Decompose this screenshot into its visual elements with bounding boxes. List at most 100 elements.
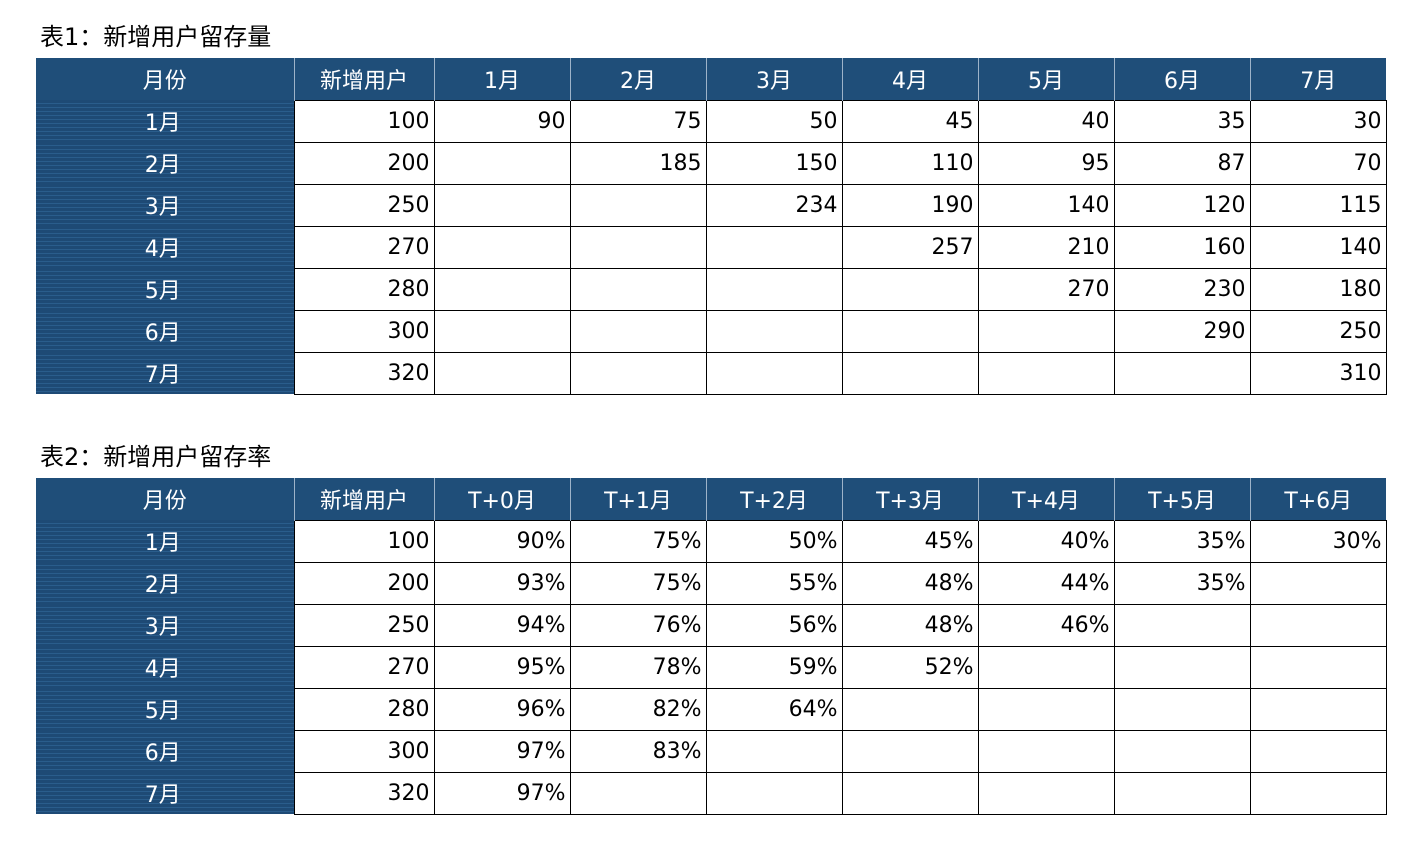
retention-cell [569,267,707,311]
row-month-label: 1月 [36,520,294,562]
retention-cell [433,267,571,311]
retention-cell [1113,687,1251,731]
retention-cell [1113,603,1251,647]
row-month-text: 6月 [144,741,181,766]
row-month-text: 3月 [144,615,181,640]
new-users-cell: 270 [293,225,435,269]
table1-caption: 表1：新增用户留存量 [40,23,272,51]
retention-cell [841,771,979,815]
retention-count-table: 月份 新增用户 1月 2月 3月 4月 5月 6月 7月 1月 100 90 75 50 45 40 35 30… [36,58,1387,395]
retention-cell: 234 [705,183,843,227]
retention-cell [977,645,1115,689]
table1-header-cell: 月份 [36,58,295,100]
row-month-text: 7月 [144,363,181,388]
retention-cell: 40% [977,519,1115,563]
new-users-cell: 270 [293,645,435,689]
table-row: 5月 280 270 230 180 [36,267,1387,311]
retention-cell: 75% [569,561,707,605]
table2-header-cell: T+0月 [434,478,571,520]
row-month-label: 3月 [36,604,294,646]
retention-cell: 97% [433,771,571,815]
row-month-text: 2月 [144,573,181,598]
retention-cell: 35% [1113,561,1251,605]
row-month-text: 4月 [144,237,181,262]
table2-header-row: 月份 新增用户 T+0月 T+1月 T+2月 T+3月 T+4月 T+5月 T+6月 [36,478,1386,520]
row-month-label: 4月 [36,646,294,688]
retention-cell: 90% [433,519,571,563]
table-row: 6月 300 97% 83% [36,729,1387,773]
table2-header-cell: T+6月 [1250,478,1386,520]
retention-cell [433,183,571,227]
retention-cell: 150 [705,141,843,185]
retention-cell [1249,729,1387,773]
row-month-text: 2月 [144,153,181,178]
new-users-cell: 300 [293,729,435,773]
row-month-text: 6月 [144,321,181,346]
retention-rate-table: 月份 新增用户 T+0月 T+1月 T+2月 T+3月 T+4月 T+5月 T+6月 1月 100… [36,478,1387,815]
table2-caption: 表2：新增用户留存率 [40,443,272,471]
table2-header-cell: 月份 [36,478,295,520]
retention-cell: 35 [1113,99,1251,143]
retention-cell [569,183,707,227]
retention-cell: 35% [1113,519,1251,563]
row-month-text: 3月 [144,195,181,220]
retention-cell: 76% [569,603,707,647]
table-row: 4月 270 257 210 160 140 [36,225,1387,269]
retention-cell [1113,645,1251,689]
table1-header-cell: 1月 [434,58,571,100]
table2-header-cell: T+1月 [570,478,707,520]
retention-cell [569,225,707,269]
retention-cell [705,267,843,311]
row-month-label: 2月 [36,562,294,604]
retention-cell: 160 [1113,225,1251,269]
row-month-label: 2月 [36,142,294,184]
retention-cell [705,225,843,269]
table1-header-cell: 6月 [1114,58,1251,100]
row-month-label: 1月 [36,100,294,142]
retention-cell [1249,771,1387,815]
retention-cell: 64% [705,687,843,731]
retention-cell: 75% [569,519,707,563]
row-month-text: 7月 [144,783,181,808]
retention-cell: 190 [841,183,979,227]
retention-cell [841,309,979,353]
row-month-text: 5月 [144,699,181,724]
retention-cell: 44% [977,561,1115,605]
retention-cell: 82% [569,687,707,731]
new-users-cell: 100 [293,519,435,563]
new-users-cell: 250 [293,603,435,647]
retention-cell: 78% [569,645,707,689]
retention-cell: 95 [977,141,1115,185]
retention-cell: 55% [705,561,843,605]
retention-cell [841,267,979,311]
retention-cell [705,771,843,815]
new-users-cell: 100 [293,99,435,143]
retention-cell [841,729,979,773]
retention-cell: 75 [569,99,707,143]
row-month-label: 5月 [36,268,294,310]
retention-cell: 50% [705,519,843,563]
retention-cell: 310 [1249,351,1387,395]
retention-cell [841,351,979,395]
retention-cell: 45 [841,99,979,143]
retention-cell [569,771,707,815]
retention-cell: 93% [433,561,571,605]
retention-cell: 48% [841,561,979,605]
retention-cell: 210 [977,225,1115,269]
row-month-text: 1月 [144,111,181,136]
retention-cell: 270 [977,267,1115,311]
table1-header-cell: 新增用户 [294,58,435,100]
table-row: 4月 270 95% 78% 59% 52% [36,645,1387,689]
new-users-cell: 320 [293,771,435,815]
table-row: 7月 320 310 [36,351,1387,395]
retention-cell: 56% [705,603,843,647]
row-month-text: 4月 [144,657,181,682]
retention-cell [569,309,707,353]
row-month-label: 3月 [36,184,294,226]
retention-cell: 115 [1249,183,1387,227]
retention-cell: 90 [433,99,571,143]
table-row: 5月 280 96% 82% 64% [36,687,1387,731]
row-month-label: 4月 [36,226,294,268]
retention-cell [1113,771,1251,815]
new-users-cell: 200 [293,561,435,605]
